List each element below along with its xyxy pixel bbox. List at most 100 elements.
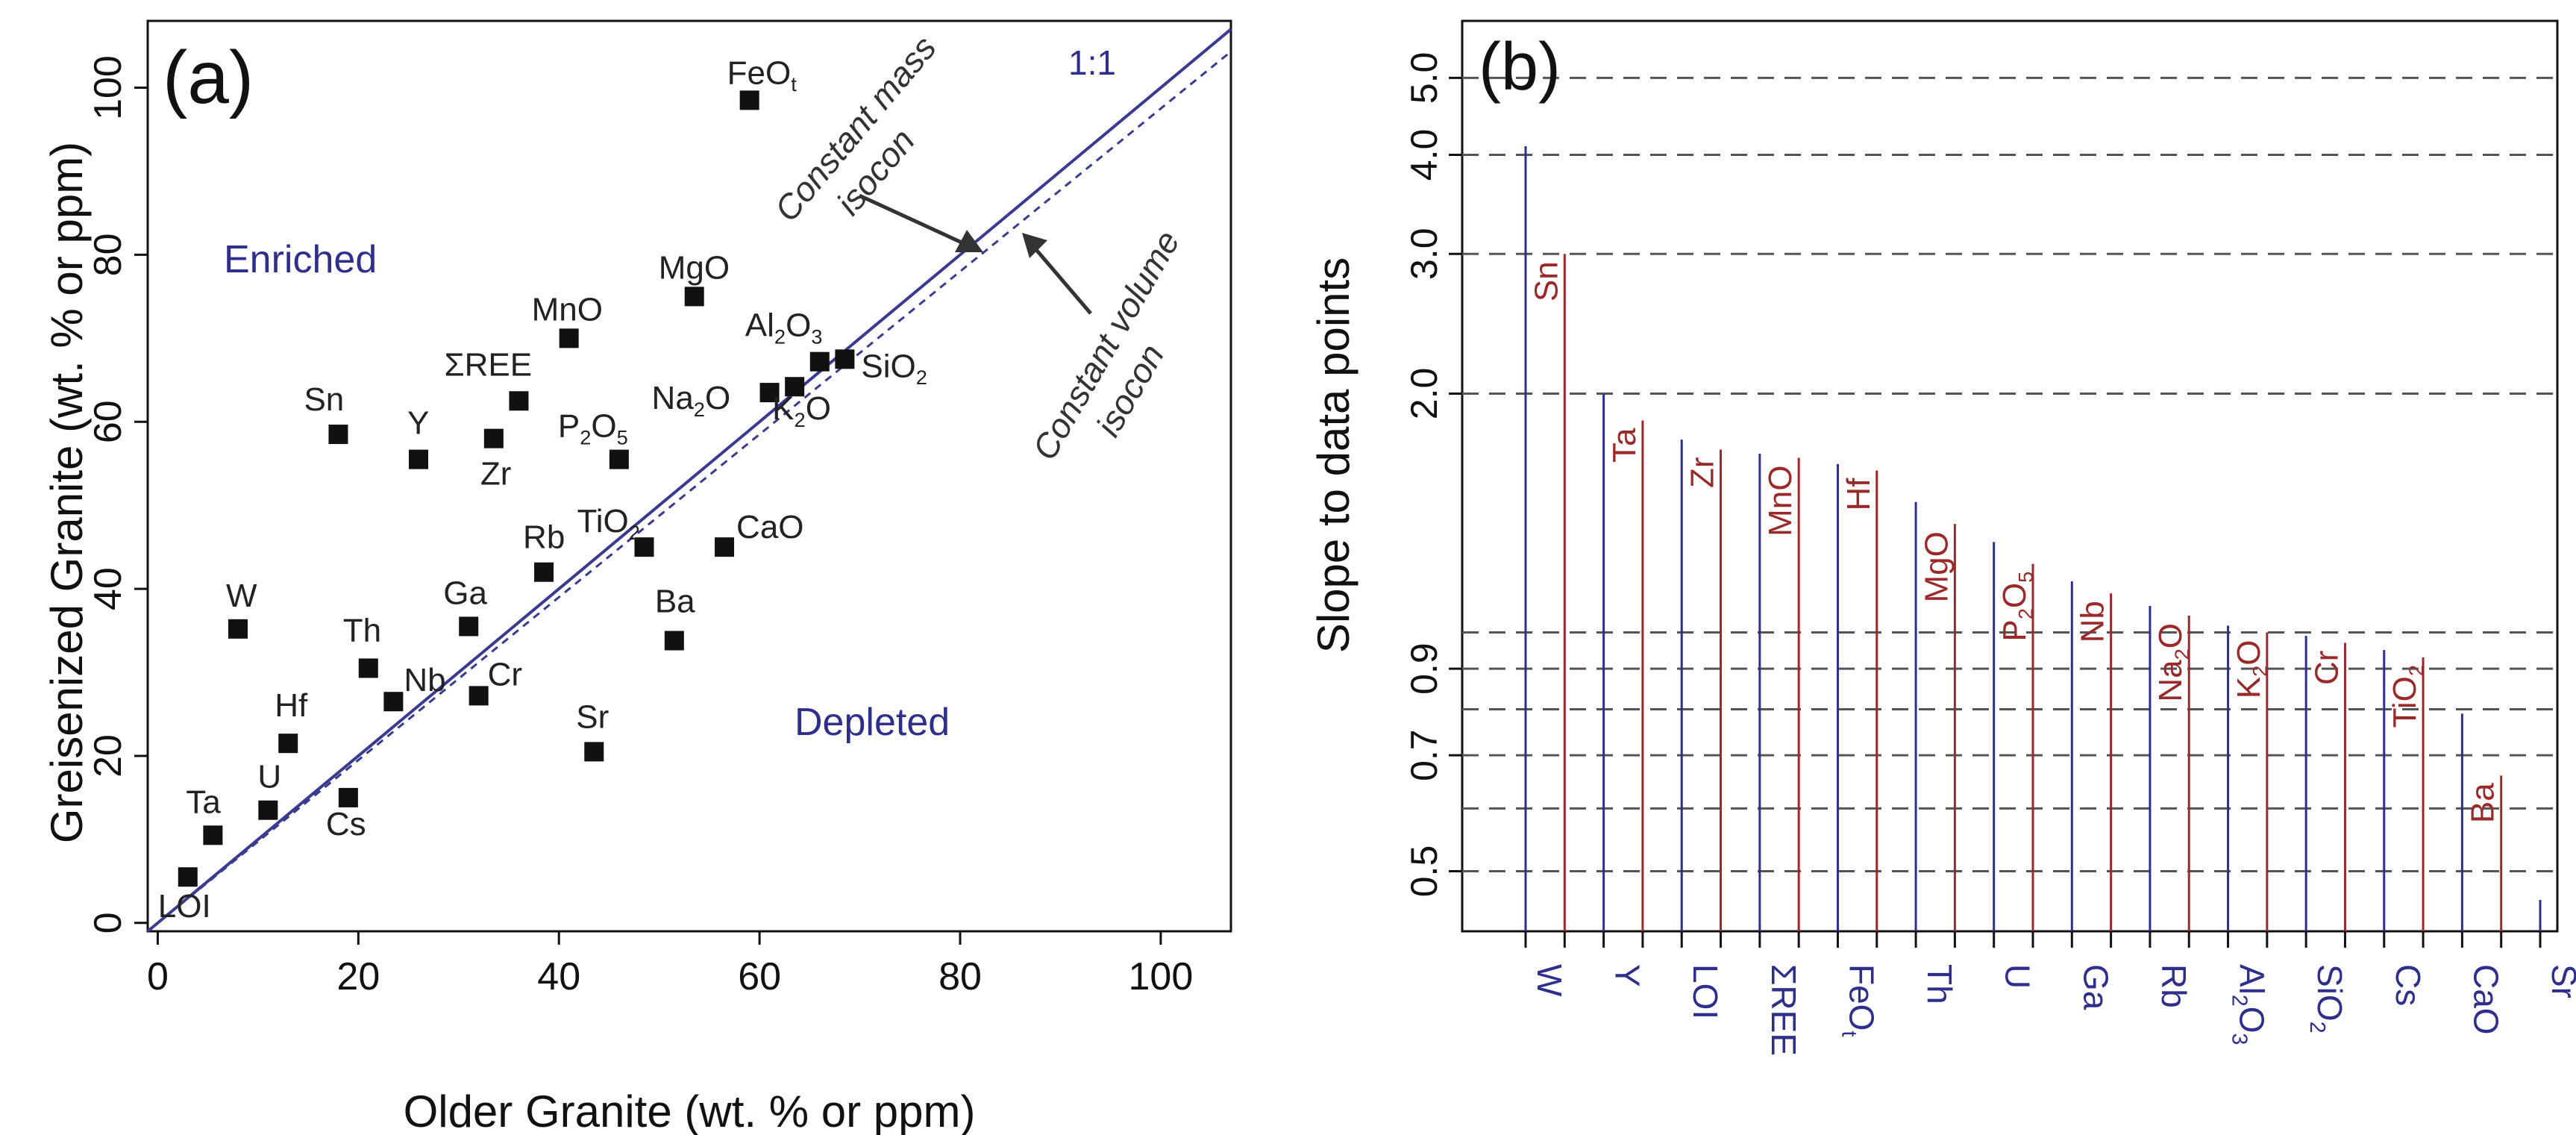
bar-top-label-k-tail: O (2231, 640, 2267, 665)
bar-top-label-hf: Hf (1840, 478, 1877, 511)
data-point-p (609, 449, 629, 469)
bar-top-label-group: MgO (1918, 531, 1955, 602)
point-label-u-label: U (257, 759, 281, 795)
point-label-y: Y (407, 405, 429, 442)
bar-axis-label-loi: LOI (1686, 964, 1725, 1019)
point-label-cao-label: CaO (736, 509, 803, 545)
point-label-cr: Cr (488, 656, 522, 692)
y-tick-label: 20 (87, 734, 130, 778)
y-tick-label: 60 (87, 400, 130, 443)
bar-top-label-zr-name: Zr (1685, 457, 1721, 488)
bar-top-label-p-sub: 2 (2014, 608, 2037, 619)
panel-a-axes: 0 20 40 60 80 100 0 20 40 60 80 100 (87, 55, 1193, 998)
bar-axis-label-al-tail: O (2233, 1007, 2272, 1034)
bar-axis-label-ga: Ga (2076, 964, 2115, 1010)
constant-mass-label: Constant mass isocon (767, 28, 944, 228)
x-tick-label: 0 (147, 955, 169, 998)
bar-axis-label-group: FeOt (1837, 964, 1881, 1036)
bar-axis-label-y: Y (1608, 964, 1647, 987)
bar-axis-label-feo-name: FeO (1842, 964, 1881, 1031)
point-label-na-tail: O (705, 380, 730, 416)
bar-top-label-p-name: P (1996, 619, 2033, 641)
bar-axis-label-group: U (1999, 964, 2037, 989)
x-tick-label: 80 (938, 955, 982, 998)
point-label-w: W (226, 578, 257, 614)
arrow-constant-volume (1022, 233, 1092, 315)
bar-top-label-ba: Ba (2465, 783, 2501, 823)
data-point-u (258, 800, 278, 820)
bar-axis-label-group: Y (1608, 964, 1647, 987)
bar-axis-label-group: Al2O3 (2227, 964, 2271, 1045)
slope-tick-label: 0.7 (1403, 729, 1445, 781)
bar-axis-label-group: LOI (1686, 964, 1725, 1019)
bar-top-label-tio-sub: 2 (2404, 665, 2428, 676)
point-label-k-tail: O (806, 390, 831, 427)
point-label-al-tail: O (786, 307, 811, 344)
point-label-tio-sub: 2 (629, 521, 640, 544)
bar-axis-label-th: Th (1920, 964, 1959, 1004)
panel-b-gridlines (1462, 76, 2557, 873)
bar-top-label-ba-name: Ba (2465, 783, 2501, 823)
point-label-k-sub: 2 (795, 408, 806, 431)
bar-axis-label-sio-name: SiO (2310, 964, 2349, 1022)
point-label-y-label: Y (407, 405, 429, 442)
point-label-loi: LOI (158, 888, 211, 925)
data-point-mgo (684, 287, 704, 307)
bar-axis-label-rb-name: Rb (2154, 964, 2193, 1008)
bar-axis-label-σree-name: ΣREE (1764, 964, 1803, 1056)
point-label-feo: FeOt (727, 54, 797, 96)
bar-top-label-k: K2O (2231, 640, 2272, 698)
bar-top-label-na: Na2O (2152, 623, 2193, 702)
bar-axis-label-al-sub2: 3 (2227, 1034, 2251, 1045)
data-point-na (759, 383, 780, 403)
bar-axis-label-w: W (1530, 964, 1569, 997)
point-label-rb-label: Rb (523, 519, 565, 556)
y-tick-label: 80 (87, 233, 130, 276)
bar-top-label-na-tail: O (2152, 623, 2189, 648)
point-label-nb: Nb (404, 662, 445, 698)
data-point-y (409, 449, 428, 469)
point-label-cr-label: Cr (488, 656, 522, 692)
data-point-k (785, 377, 805, 397)
point-label-cao: CaO (736, 509, 803, 545)
point-label-th: Th (343, 612, 381, 648)
point-label-nb-label: Nb (404, 662, 445, 698)
bar-axis-label-group: Ga (2076, 964, 2115, 1010)
bar-top-label-k-name: K (2231, 677, 2267, 698)
data-point-w (228, 619, 248, 639)
bar-axis-label-sr-name: Sr (2545, 964, 2576, 998)
data-point-tio (634, 537, 654, 557)
point-label-p-sub: 2 (580, 425, 591, 448)
point-label-sio-label: SiO (861, 348, 915, 384)
region-label-enriched: Enriched (224, 238, 377, 281)
y-tick-label: 100 (87, 55, 130, 120)
point-label-σree: ΣREE (444, 346, 532, 383)
data-point-feo (739, 90, 759, 110)
bar-axis-label-group: Sr (2545, 964, 2576, 998)
point-label-na: Na2O (652, 380, 731, 421)
point-label-cs-label: Cs (326, 806, 366, 842)
bar-axis-label-rb: Rb (2154, 964, 2193, 1008)
bar-axis-label-al-sub: 2 (2227, 995, 2251, 1007)
bar-top-label-mgo-name: MgO (1918, 531, 1955, 602)
bar-axis-label-group: Rb (2154, 964, 2193, 1008)
bar-axis-label-u-name: U (1999, 964, 2037, 989)
bar-top-label-group: Nb (2075, 601, 2111, 642)
constant-volume-isocon-line (147, 50, 1232, 932)
bar-axis-label-cs-name: Cs (2389, 964, 2428, 1006)
bar-top-label-nb-name: Nb (2075, 601, 2111, 642)
bar-top-label-group: TiO2 (2387, 665, 2428, 728)
one-to-one-label: 1:1 (1068, 43, 1116, 82)
y-tick-label: 0 (87, 912, 130, 934)
data-point-th (358, 658, 378, 678)
bar-top-label-p-sub2: 5 (2014, 572, 2037, 583)
point-label-ta: Ta (186, 784, 221, 820)
x-tick-label: 100 (1129, 955, 1194, 998)
bar-axis-label-cao-name: CaO (2466, 964, 2505, 1035)
data-point-sn (328, 425, 348, 445)
data-point-ta (203, 825, 223, 845)
data-point-cr (468, 686, 489, 706)
panel-b-y-axis-title: Slope to data points (1309, 257, 1358, 653)
bar-top-label-tio: TiO2 (2387, 665, 2428, 728)
